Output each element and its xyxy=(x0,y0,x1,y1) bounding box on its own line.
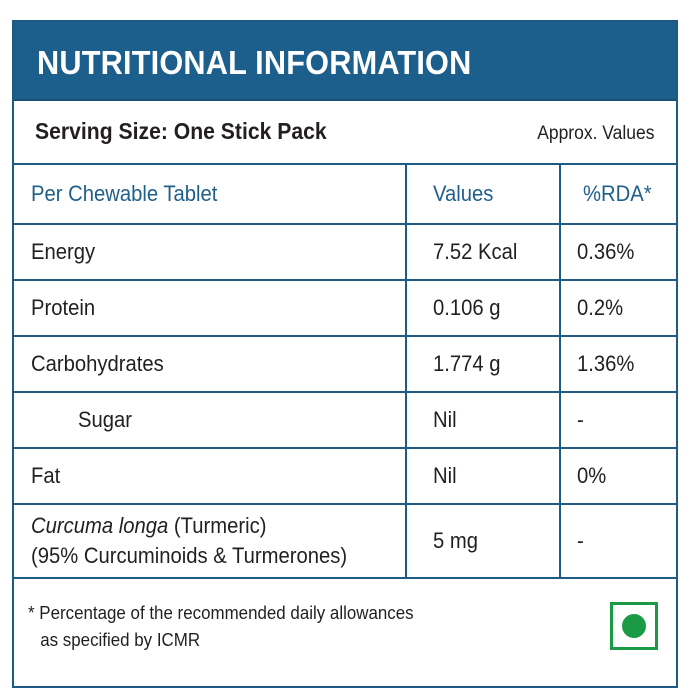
column-header-values: Values xyxy=(405,165,561,225)
table-row: Fat Nil 0% xyxy=(14,447,676,505)
nutrient-rda: 0% xyxy=(559,447,676,505)
table-row: Protein 0.106 g 0.2% xyxy=(14,279,676,337)
column-header-nutrient: Per Chewable Tablet xyxy=(14,165,407,225)
table-row: Energy 7.52 Kcal 0.36% xyxy=(14,223,676,281)
nutrient-rda: - xyxy=(559,503,676,579)
approx-values-note: Approx. Values xyxy=(536,123,654,144)
serving-size: Serving Size: One Stick Pack xyxy=(35,118,327,144)
table-row: Carbohydrates 1.774 g 1.36% xyxy=(14,335,676,393)
serving-row: Serving Size: One Stick Pack Approx. Val… xyxy=(14,101,676,165)
nutrient-name: Fat xyxy=(14,447,407,505)
nutrient-name: Curcuma longa (Turmeric) (95% Curcuminoid… xyxy=(14,503,407,579)
table-row: Curcuma longa (Turmeric) (95% Curcuminoid… xyxy=(14,503,676,579)
veg-dot-icon xyxy=(622,614,646,638)
nutrient-value: 7.52 Kcal xyxy=(405,223,561,281)
table-header-row: Per Chewable Tablet Values %RDA* xyxy=(14,165,676,225)
nutrient-value: 1.774 g xyxy=(405,335,561,393)
rda-footnote: * Percentage of the recommended daily al… xyxy=(28,600,414,654)
nutrient-rda: - xyxy=(559,391,676,449)
veg-symbol-icon xyxy=(610,602,658,650)
nutrient-name: Carbohydrates xyxy=(14,335,407,393)
common-name: (Turmeric) xyxy=(168,513,267,538)
nutrient-value: 0.106 g xyxy=(405,279,561,337)
nutrient-value: Nil xyxy=(405,391,561,449)
footnote-line-2: as specified by ICMR xyxy=(40,630,201,650)
nutrient-rda: 0.2% xyxy=(559,279,676,337)
panel-title: NUTRITIONAL INFORMATION xyxy=(37,44,472,81)
nutrient-name: Energy xyxy=(14,223,407,281)
panel-header: NUTRITIONAL INFORMATION xyxy=(14,22,676,101)
footnote-line-1: * Percentage of the recommended daily al… xyxy=(28,603,414,623)
nutrition-table: Per Chewable Tablet Values %RDA* Energy … xyxy=(14,165,676,579)
nutrient-detail: (95% Curcuminoids & Turmerones) xyxy=(31,543,348,568)
nutrient-rda: 0.36% xyxy=(559,223,676,281)
nutrient-rda: 1.36% xyxy=(559,335,676,393)
nutrient-name: Sugar xyxy=(14,391,407,449)
nutrient-name: Protein xyxy=(14,279,407,337)
nutrient-value: Nil xyxy=(405,447,561,505)
nutrition-panel: NUTRITIONAL INFORMATION Serving Size: On… xyxy=(12,20,678,688)
table-row: Sugar Nil - xyxy=(14,391,676,449)
nutrient-value: 5 mg xyxy=(405,503,561,579)
scientific-name: Curcuma longa xyxy=(31,513,169,538)
column-header-rda: %RDA* xyxy=(559,165,676,225)
